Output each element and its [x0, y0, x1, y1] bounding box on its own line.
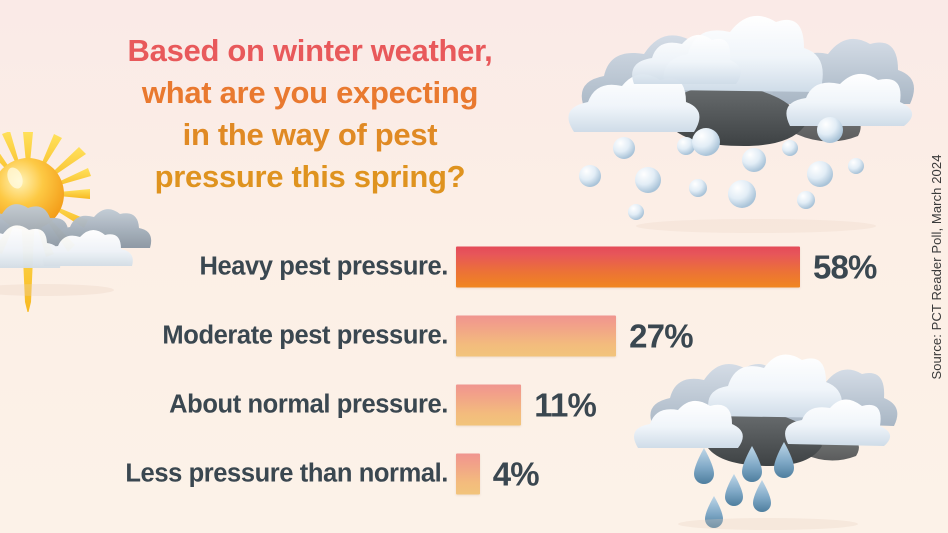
title-line-3: in the way of pest [182, 117, 438, 152]
bar-track: 4% [456, 453, 540, 494]
bar-value-label: 11% [534, 386, 597, 423]
bar-track: 58% [456, 246, 877, 287]
bar-row: Less pressure than normal. 4% [0, 439, 948, 508]
bar-fill [456, 384, 522, 425]
poster-title: Based on winter weather, what are you ex… [60, 30, 560, 198]
bar-track: 27% [456, 315, 694, 356]
bar-row: About normal pressure. 11% [0, 370, 948, 439]
bar-row: Heavy pest pressure. 58% [0, 232, 948, 301]
bar-value-label: 27% [629, 317, 693, 354]
bar-value-label: 58% [812, 248, 877, 285]
bar-fill [456, 315, 617, 356]
title-line-4: pressure this spring? [154, 159, 466, 194]
source-attribution: Source: PCT Reader Poll, March 2024 [929, 153, 944, 380]
cloud-with-hail-icon [546, 0, 946, 234]
bar-category-label: Less pressure than normal. [125, 459, 448, 487]
bar-category-label: Heavy pest pressure. [199, 252, 448, 280]
bar-chart: Heavy pest pressure. 58% Moderate pest p… [0, 232, 948, 508]
bar-track: 11% [456, 384, 597, 425]
bar-row: Moderate pest pressure. 27% [0, 301, 948, 370]
title-line-2: what are you expecting [141, 75, 479, 110]
bar-value-label: 4% [492, 455, 540, 492]
bar-category-label: About normal pressure. [169, 390, 448, 418]
bar-fill [456, 246, 800, 287]
bar-fill [456, 453, 480, 494]
bar-category-label: Moderate pest pressure. [162, 321, 448, 349]
title-line-1: Based on winter weather, [127, 33, 493, 68]
